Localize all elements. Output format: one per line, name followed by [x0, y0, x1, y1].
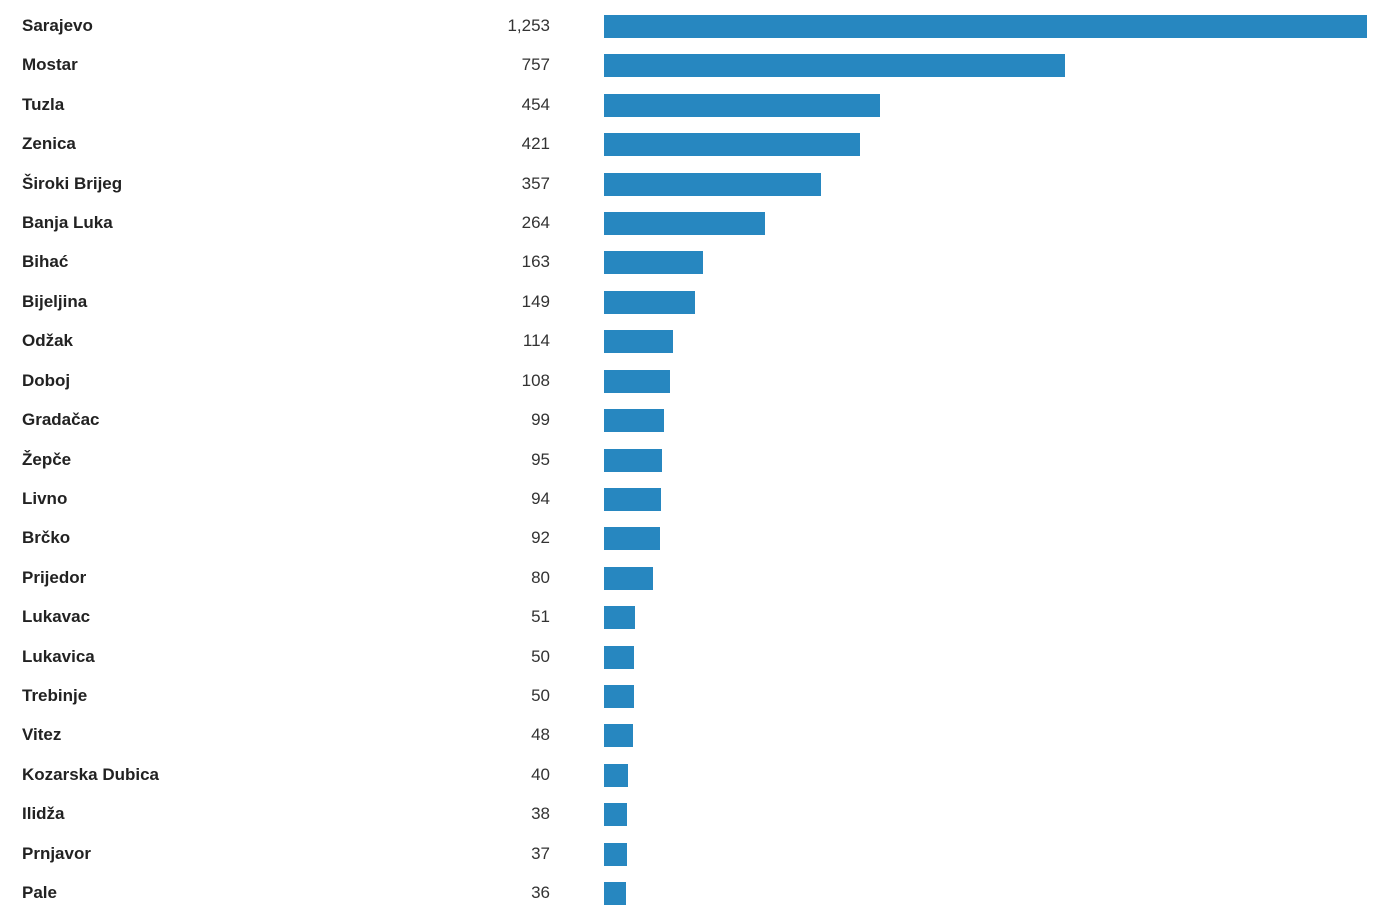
bar-row: Zenica 421 [0, 132, 1374, 171]
category-label: Široki Brijeg [22, 173, 123, 193]
value-label: 149 [521, 291, 550, 311]
value-label: 114 [522, 331, 550, 351]
bar-row: Brčko 92 [0, 526, 1374, 565]
bar [604, 212, 765, 236]
bar [604, 133, 860, 157]
bar-row: Trebinje 50 [0, 684, 1374, 723]
category-label: Gradačac [22, 410, 100, 430]
bar [604, 566, 653, 590]
bar [604, 172, 821, 196]
bar-row: Široki Brijeg 357 [0, 172, 1374, 211]
category-label: Vitez [22, 725, 62, 745]
value-label: 36 [531, 883, 550, 903]
value-label: 264 [521, 213, 550, 233]
bar-row: Pale 36 [0, 881, 1374, 920]
value-label: 48 [531, 725, 550, 745]
bar [604, 763, 628, 787]
bar [604, 15, 1367, 38]
category-label: Pale [22, 883, 57, 903]
value-label: 95 [531, 449, 550, 469]
category-label: Kozarska Dubica [22, 764, 159, 784]
category-label: Livno [22, 488, 68, 508]
category-label: Žepče [22, 449, 72, 469]
bar [604, 882, 626, 906]
category-label: Lukavac [22, 607, 91, 627]
category-label: Trebinje [22, 685, 88, 705]
category-label: Doboj [22, 370, 71, 390]
bar-row: Bijeljina 149 [0, 290, 1374, 329]
category-label: Bijeljina [22, 291, 88, 311]
value-label: 1,253 [507, 16, 550, 35]
category-label: Odžak [22, 331, 74, 351]
category-label: Brčko [22, 528, 71, 548]
bar [604, 448, 662, 472]
bar-row: Mostar 757 [0, 53, 1374, 92]
bar-row: Vitez 48 [0, 723, 1374, 762]
bar [604, 645, 634, 669]
value-label: 80 [531, 567, 550, 587]
category-label: Lukavica [22, 646, 95, 666]
bar [604, 527, 660, 551]
bar-row: Tuzla 454 [0, 93, 1374, 132]
bar-row: Prijedor 80 [0, 566, 1374, 605]
bar [604, 487, 661, 511]
value-label: 50 [531, 685, 550, 705]
bar [604, 54, 1065, 78]
bar [604, 290, 695, 314]
bar-row: Banja Luka 264 [0, 211, 1374, 250]
bar-row: Lukavica 50 [0, 645, 1374, 684]
bar [604, 369, 670, 393]
value-label: 37 [531, 843, 550, 863]
bar-row: Žepče 95 [0, 448, 1374, 487]
bar-row: Kozarska Dubica 40 [0, 763, 1374, 802]
value-label: 99 [531, 410, 550, 430]
category-label: Bihać [22, 252, 69, 272]
value-label: 92 [531, 528, 550, 548]
value-label: 38 [531, 804, 550, 824]
bar-row: Prnjavor 37 [0, 842, 1374, 881]
category-label: Mostar [22, 55, 78, 75]
value-label: 421 [521, 134, 550, 154]
value-label: 51 [531, 607, 550, 627]
bar [604, 724, 633, 748]
category-label: Prijedor [22, 567, 87, 587]
bar [604, 330, 673, 354]
category-label: Zenica [22, 134, 76, 154]
bar [604, 251, 703, 275]
category-label: Ilidža [22, 804, 65, 824]
value-label: 50 [531, 646, 550, 666]
bar-row: Gradačac 99 [0, 408, 1374, 447]
category-label: Tuzla [22, 94, 65, 114]
value-label: 40 [531, 764, 550, 784]
bar [604, 803, 627, 827]
value-label: 454 [521, 94, 550, 114]
bar-row: Livno 94 [0, 487, 1374, 526]
value-label: 163 [521, 252, 550, 272]
category-label: Sarajevo [22, 16, 93, 35]
value-label: 94 [531, 488, 550, 508]
bar-row: Sarajevo 1,253 [0, 14, 1374, 53]
value-label: 357 [521, 173, 550, 193]
bar-row: Bihać 163 [0, 250, 1374, 289]
bar-row: Ilidža 38 [0, 802, 1374, 841]
value-label: 757 [521, 55, 550, 75]
category-label: Banja Luka [22, 213, 113, 233]
bar-row: Lukavac 51 [0, 605, 1374, 644]
category-label: Prnjavor [22, 843, 91, 863]
bar [604, 842, 627, 866]
bar [604, 684, 634, 708]
bar [604, 606, 635, 630]
bar [604, 93, 880, 117]
bar-row: Odžak 114 [0, 329, 1374, 368]
bar [604, 409, 664, 433]
bar-row: Doboj 108 [0, 369, 1374, 408]
value-label: 108 [521, 370, 550, 390]
